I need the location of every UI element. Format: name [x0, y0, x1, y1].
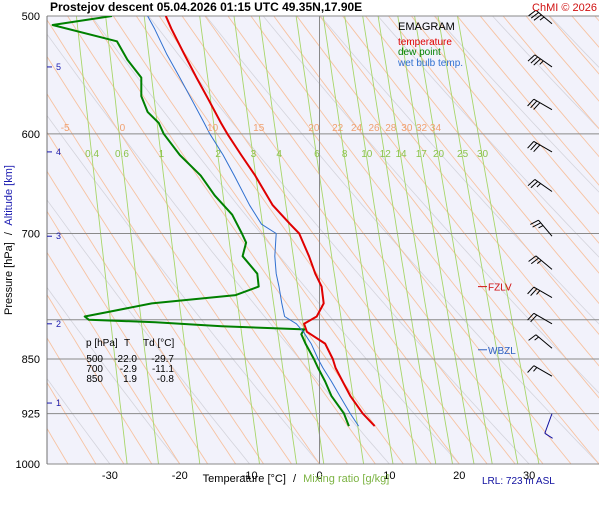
mixing-ratio-label: 20: [433, 149, 445, 160]
table-cell: 1.9: [123, 374, 137, 385]
table-header-p: p [hPa]: [86, 338, 118, 349]
isentrope-label: 32: [416, 123, 428, 134]
mixing-ratio-label: 17: [416, 149, 428, 160]
isentrope-label: 20: [308, 123, 320, 134]
mixing-ratio-label: 1: [159, 149, 165, 160]
mixing-ratio-label: 8: [342, 149, 348, 160]
altitude-tick-label: 4: [56, 147, 61, 157]
lrl-label: LRL: 723 m ASL: [482, 476, 555, 487]
isentrope-label: -5: [61, 123, 70, 134]
mixing-ratio-label: 2: [215, 149, 221, 160]
temperature-tick-label: 20: [453, 470, 465, 482]
mixing-ratio-label: 14: [395, 149, 407, 160]
legend-title: EMAGRAM: [398, 21, 455, 33]
mixing-ratio-label: 30: [477, 149, 489, 160]
svg-text:Pressure [hPa] /: Pressure [hPa] / Altitude [km]: [3, 165, 15, 315]
pressure-tick-label: 850: [22, 354, 40, 366]
mixing-ratio-label: 4: [276, 149, 282, 160]
fzlv-label: FZLV: [488, 283, 512, 294]
isentrope-label: 0: [120, 123, 126, 134]
xlabel-mixing: Mixing ratio [g/kg]: [303, 473, 389, 485]
ylabel-altitude: Altitude [km]: [3, 165, 15, 226]
y-axis-label: Pressure [hPa] / Altitude [km]: [3, 165, 15, 315]
mixing-ratio-label: 6: [314, 149, 320, 160]
isentrope-label: 10: [207, 123, 219, 134]
altitude-tick-label: 3: [56, 231, 61, 241]
mixing-ratio-label: 25: [457, 149, 469, 160]
copyright: ChMI © 2026: [532, 2, 597, 14]
wbzl-label: WBZL: [488, 346, 516, 357]
xlabel-temperature: Temperature [°C]: [203, 473, 286, 485]
mixing-ratio-label: 12: [380, 149, 392, 160]
legend-dew-point: dew point: [398, 47, 441, 58]
table-cell: -0.8: [157, 374, 175, 385]
xlabel-separator: /: [293, 473, 297, 485]
chart-title: Prostejov descent 05.04.2026 01:15 UTC 4…: [50, 0, 362, 14]
table-header-td: Td [°C]: [143, 338, 174, 349]
pressure-tick-label: 500: [22, 11, 40, 23]
temperature-tick-label: -20: [172, 470, 188, 482]
pressure-tick-label: 1000: [16, 459, 40, 471]
table-cell: 850: [86, 374, 103, 385]
mixing-ratio-label: 0.4: [85, 149, 99, 160]
pressure-tick-label: 925: [22, 409, 40, 421]
pressure-tick-label: 700: [22, 228, 40, 240]
table-header-t: T: [124, 338, 130, 349]
mixing-ratio-label: 10: [361, 149, 373, 160]
isentrope-label: 22: [332, 123, 344, 134]
mixing-ratio-label: 0.6: [115, 149, 129, 160]
isentrope-label: 26: [368, 123, 380, 134]
x-axis-label: Temperature [°C] / Mixing ratio [g/kg]: [203, 473, 390, 485]
isentrope-label: 30: [401, 123, 413, 134]
isentrope-label: 28: [385, 123, 397, 134]
mixing-ratio-label: 3: [251, 149, 257, 160]
ylabel-separator: /: [3, 231, 15, 235]
altitude-tick-label: 5: [56, 62, 61, 72]
legend-wet-bulb: wet bulb temp.: [397, 58, 463, 69]
ylabel-pressure: Pressure [hPa]: [3, 242, 15, 315]
isentrope-label: 34: [430, 123, 442, 134]
svg-text:Temperature [°C] /: Temperature [°C] / Mixing ratio [g/kg]: [203, 473, 390, 485]
isentrope-label: 15: [253, 123, 265, 134]
pressure-tick-label: 600: [22, 129, 40, 141]
altitude-tick-label: 1: [56, 398, 61, 408]
isentrope-label: 24: [351, 123, 363, 134]
temperature-tick-label: -30: [102, 470, 118, 482]
altitude-tick-label: 2: [56, 319, 61, 329]
